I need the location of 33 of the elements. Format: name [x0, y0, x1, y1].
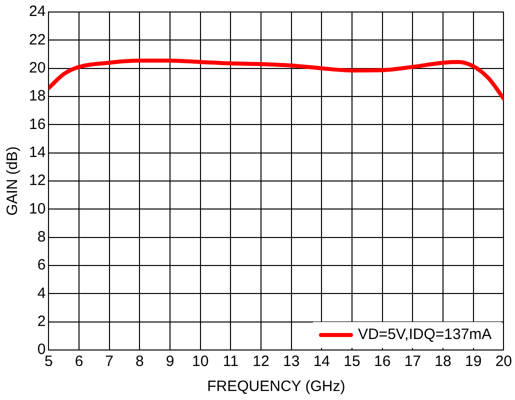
x-tick-label: 17: [404, 353, 422, 370]
y-axis-title: GAIN (dB): [4, 146, 22, 216]
y-tick-label: 4: [37, 284, 46, 302]
x-tick-label: 11: [222, 353, 238, 370]
x-tick-label: 19: [464, 353, 482, 370]
y-tick-label: 18: [28, 88, 46, 105]
legend-label: VD=5V,IDQ=137mA: [358, 326, 492, 344]
x-tick-label: 6: [74, 353, 84, 370]
x-tick-label: 10: [192, 353, 209, 370]
x-tick-label: 5: [44, 353, 53, 370]
line-series: [48, 58, 504, 101]
x-tick-label: 15: [344, 353, 360, 370]
y-tick-label: 22: [28, 31, 46, 48]
x-tick-label: 8: [136, 353, 144, 370]
y-tick-label: 10: [28, 200, 46, 218]
x-tick-label: 20: [495, 353, 512, 370]
x-tick-label: 7: [105, 353, 114, 370]
y-tick-label: 2: [37, 312, 46, 330]
y-tick-label: 24: [28, 3, 46, 20]
y-tick-label: 12: [28, 172, 46, 190]
x-tick-label: 9: [166, 353, 174, 370]
x-axis-title: FREQUENCY (GHz): [207, 378, 346, 396]
x-tick-label: 18: [434, 353, 452, 370]
x-tick-label: 14: [313, 353, 330, 370]
x-tick-label: 13: [282, 353, 300, 370]
x-tick-label: 16: [374, 353, 391, 370]
y-tick-label: 0: [37, 341, 46, 358]
y-tick-label: 8: [37, 228, 46, 246]
y-tick-label: 6: [37, 256, 46, 274]
x-tick-label: 12: [252, 353, 270, 370]
y-tick-label: 14: [28, 144, 46, 161]
y-tick-label: 20: [28, 59, 46, 76]
y-tick-label: 16: [28, 116, 46, 133]
